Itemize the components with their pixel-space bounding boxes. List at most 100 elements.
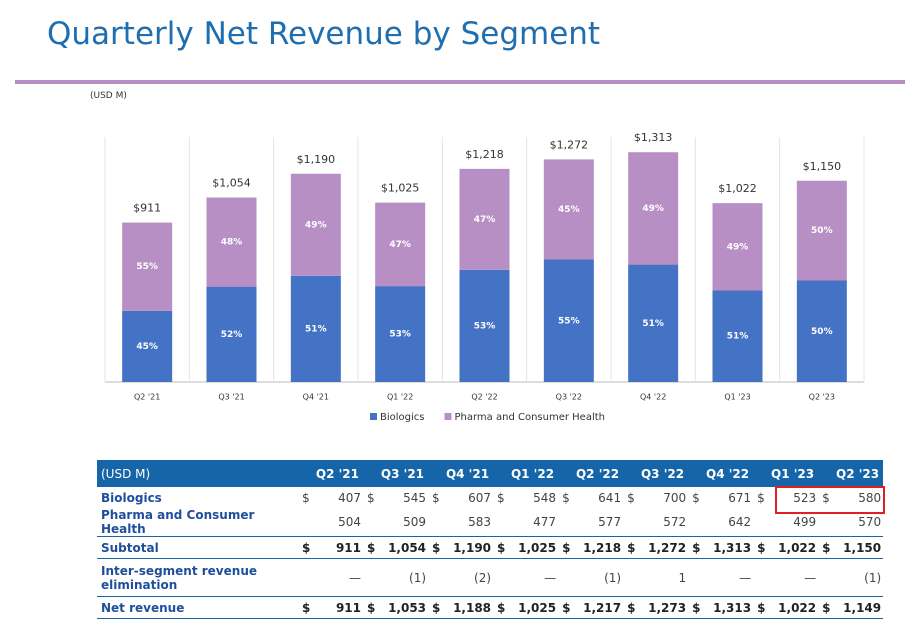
share-label: 50%: [811, 226, 833, 236]
value-cell: 1,190: [445, 536, 494, 559]
empty-cell: [688, 558, 706, 597]
currency-symbol: $: [302, 490, 310, 505]
currency-symbol: $: [493, 596, 511, 619]
value-cell: —: [510, 558, 559, 597]
empty-cell: [428, 558, 446, 597]
bar-segment: [375, 286, 426, 382]
empty-cell: [428, 508, 446, 537]
table-row: Inter-segment revenue elimination — (1) (2)…: [97, 558, 884, 597]
value-cell: 1,053: [380, 596, 429, 619]
value-cell: 548: [533, 490, 557, 505]
value-cell: 1,313: [705, 596, 754, 619]
share-label: 52%: [221, 330, 243, 340]
total-label: $1,022: [718, 182, 757, 195]
value-cell: 407: [338, 490, 362, 505]
empty-cell: [363, 508, 381, 537]
unit-header: (USD M): [97, 460, 298, 487]
bar-segment: [290, 275, 341, 382]
currency-symbol: $: [692, 490, 700, 505]
total-label: $1,313: [634, 131, 673, 144]
value-cell: 911: [315, 536, 364, 559]
empty-cell: [753, 508, 771, 537]
currency-symbol: $: [627, 490, 635, 505]
currency-symbol: $: [623, 596, 641, 619]
value-cell: 1,273: [640, 596, 689, 619]
empty-cell: [623, 558, 641, 597]
currency-symbol: $: [822, 490, 830, 505]
column-header: Q4 '22: [688, 460, 754, 487]
column-header: Q3 '22: [623, 460, 689, 487]
total-label: $1,190: [297, 153, 336, 166]
empty-cell: [298, 558, 315, 597]
bar-segment: [459, 168, 510, 270]
currency-symbol: $: [558, 536, 576, 559]
unit-note: (USD M): [90, 91, 127, 101]
chart: 45% 55% $911 Q2 '21 52% 48% $1,054 Q3 '21 51% 49%…: [104, 131, 865, 423]
value-cell: 1,022: [770, 536, 819, 559]
empty-cell: [298, 508, 315, 537]
total-label: $1,272: [550, 138, 589, 151]
currency-symbol: $: [363, 596, 381, 619]
value-cell: 1,054: [380, 536, 429, 559]
row-label: Net revenue: [97, 596, 298, 619]
row-label: Subtotal: [97, 536, 298, 559]
bar-segment: [628, 264, 679, 382]
share-label: 49%: [642, 204, 664, 214]
currency-symbol: $: [688, 596, 706, 619]
slide-title: Quarterly Net Revenue by Segment: [47, 16, 601, 52]
column-header: Q1 '23: [753, 460, 819, 487]
currency-symbol: $: [688, 536, 706, 559]
share-label: 49%: [305, 220, 327, 230]
share-label: 45%: [558, 205, 580, 215]
empty-cell: [818, 558, 836, 597]
value-cell: 477: [510, 508, 559, 537]
bar-segment: [543, 159, 594, 260]
currency-symbol: $: [432, 490, 440, 505]
bar-segment: [375, 202, 426, 287]
row-label: Biologics: [101, 490, 162, 505]
table-row: Biologics $407 $545 $607 $548 $641 $700 $671 $52…: [97, 487, 883, 508]
currency-symbol: $: [753, 536, 771, 559]
currency-symbol: $: [428, 536, 446, 559]
column-header: Q3 '21: [363, 460, 429, 487]
x-tick-label: Q3 '22: [556, 393, 582, 402]
legend-label: Biologics: [380, 412, 425, 423]
currency-symbol: $: [298, 596, 315, 619]
currency-symbol: $: [367, 490, 375, 505]
value-cell: 1,272: [640, 536, 689, 559]
share-label: 51%: [727, 332, 749, 342]
total-label: $1,218: [465, 148, 504, 161]
value-cell: 911: [315, 596, 364, 619]
empty-cell: [363, 558, 381, 597]
value-cell: 545: [403, 490, 427, 505]
table-row: Net revenue $911 $1,053 $1,188 $1,025 $1,217 $…: [97, 596, 884, 619]
x-tick-label: Q4 '22: [640, 393, 666, 402]
bar-segment: [796, 280, 847, 382]
value-cell: 1,149: [835, 596, 884, 619]
bar-segment: [206, 286, 257, 382]
value-cell: —: [705, 558, 754, 597]
value-cell: (1): [575, 558, 624, 597]
share-label: 53%: [389, 330, 411, 340]
currency-symbol: $: [298, 536, 315, 559]
x-tick-label: Q3 '21: [218, 393, 244, 402]
currency-symbol: $: [757, 490, 765, 505]
currency-symbol: $: [558, 596, 576, 619]
total-label: $1,054: [212, 177, 251, 190]
value-cell: 671: [728, 490, 752, 505]
empty-cell: [818, 508, 836, 537]
bar-segment: [122, 222, 173, 311]
column-header: Q2 '21: [298, 460, 364, 487]
value-cell: 577: [575, 508, 624, 537]
value-cell: 523: [793, 490, 817, 505]
currency-symbol: $: [428, 596, 446, 619]
x-tick-label: Q1 '22: [387, 393, 413, 402]
x-tick-label: Q2 '21: [134, 393, 160, 402]
bar-segment: [796, 180, 847, 281]
value-cell: 1,025: [510, 536, 559, 559]
empty-cell: [753, 558, 771, 597]
currency-symbol: $: [363, 536, 381, 559]
x-tick-label: Q1 '23: [724, 393, 750, 402]
share-label: 47%: [389, 240, 411, 250]
